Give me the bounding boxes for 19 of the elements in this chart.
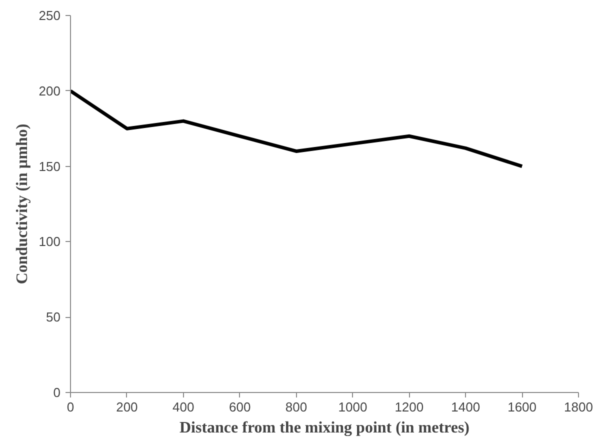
y-tick-label: 50 — [46, 310, 61, 325]
x-tick-label: 400 — [172, 400, 194, 414]
x-tick-label: 600 — [228, 400, 251, 414]
x-tick-label: 1000 — [338, 400, 368, 414]
x-tick-label: 1800 — [564, 400, 593, 414]
y-axis-title: Conductivity (in µmho) — [14, 124, 31, 284]
y-tick-label: 100 — [38, 234, 61, 250]
y-tick-label: 250 — [38, 8, 61, 23]
x-tick-label: 1600 — [508, 400, 537, 414]
x-axis-title: Distance from the mixing point (in metres) — [179, 420, 470, 436]
line-series — [70, 89, 524, 168]
x-tick-label: 0 — [66, 400, 74, 414]
x-tick-label: 1400 — [451, 400, 480, 414]
y-tick-label: 200 — [38, 83, 61, 98]
x-tick-label: 200 — [116, 400, 138, 414]
x-tick-label: 1200 — [394, 400, 424, 414]
y-tick-label: 0 — [53, 385, 61, 400]
x-tick-label: 800 — [285, 400, 308, 414]
y-tick-label: 150 — [38, 158, 61, 174]
